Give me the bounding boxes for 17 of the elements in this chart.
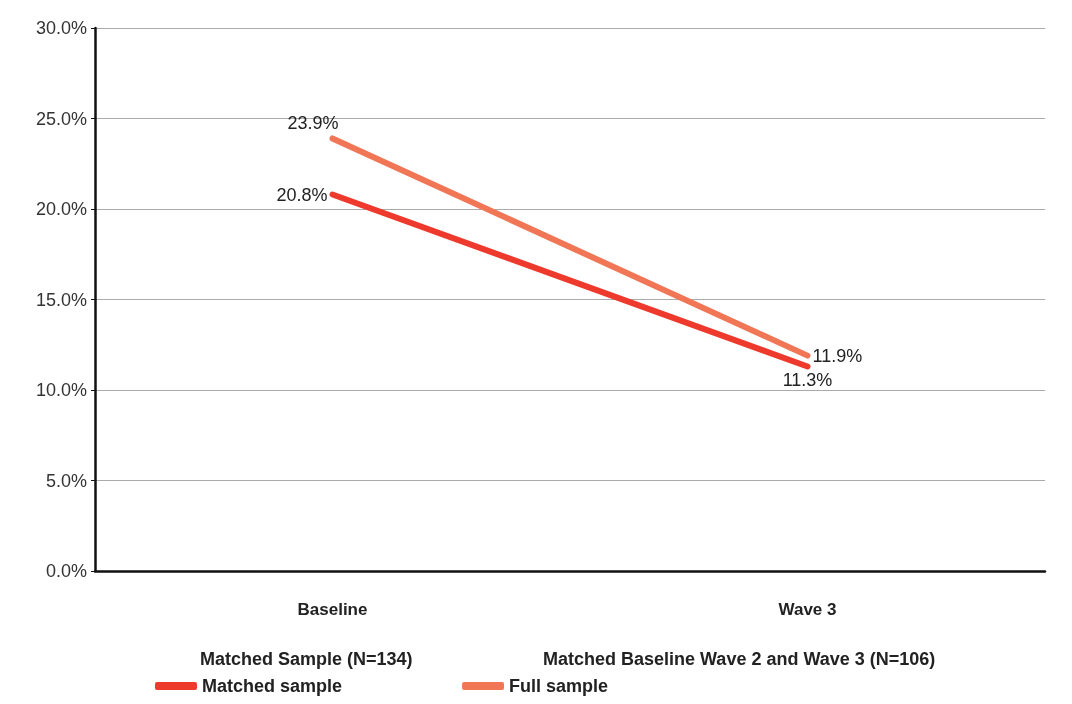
text: Matched Baseline Wave 2 and Wave 3 (N=106) (543, 649, 936, 669)
y-tick-label: 0.0% (45, 561, 87, 581)
y-tick-label: 30.0% (35, 18, 87, 38)
y-tick-label: 15.0% (35, 289, 87, 310)
y-tick-label: 20.0% (35, 199, 87, 219)
data-label: 23.9% (287, 113, 339, 134)
y-tick-label: 10.0% (35, 380, 87, 400)
legend-label: Full sample (509, 676, 609, 696)
data-label: 11.9% (812, 345, 863, 366)
data-label: 11.3% (782, 370, 833, 391)
y-tick-label: 5.0% (45, 470, 87, 491)
legend-label: Matched sample (202, 676, 343, 696)
data-label: 20.8% (276, 184, 328, 205)
text: Matched Sample (N=134) (200, 649, 413, 669)
y-tick-label: 25.0% (35, 108, 87, 129)
x-tick-label: Wave 3 (778, 600, 837, 619)
x-tick-label: Baseline (297, 600, 368, 619)
